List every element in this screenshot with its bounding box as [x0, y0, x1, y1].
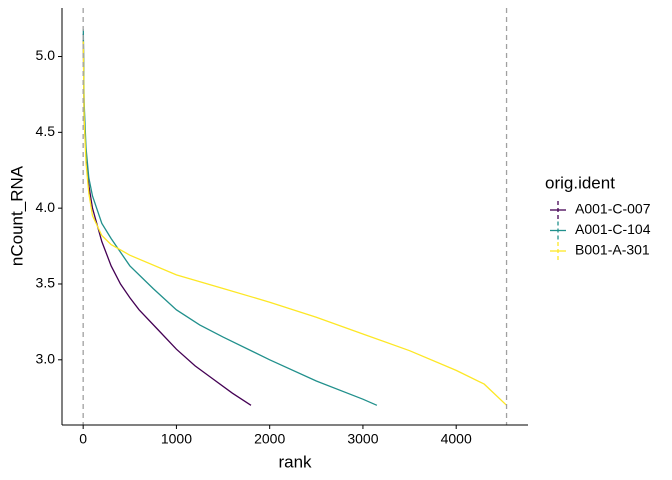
x-tick-label: 1000: [161, 431, 192, 447]
legend-label: A001-C-104: [575, 221, 651, 237]
y-tick-label: 3.5: [36, 275, 56, 291]
series-line: [82, 41, 508, 406]
legend-label: A001-C-007: [575, 201, 651, 217]
y-axis-label: nCount_RNA: [7, 165, 26, 266]
legend-label: B001-A-301: [575, 242, 650, 258]
legend-title: orig.ident: [545, 173, 615, 192]
y-tick-label: 3.0: [36, 350, 56, 366]
x-tick-label: 2000: [254, 431, 285, 447]
x-tick-label: 3000: [347, 431, 378, 447]
x-tick-label: 4000: [441, 431, 472, 447]
x-axis-label: rank: [278, 452, 312, 471]
y-tick-label: 4.0: [36, 199, 56, 215]
y-tick-label: 4.5: [36, 123, 56, 139]
x-tick-label: 0: [79, 431, 87, 447]
y-tick-label: 5.0: [36, 47, 56, 63]
series-line: [82, 33, 252, 406]
series-line: [82, 29, 378, 406]
